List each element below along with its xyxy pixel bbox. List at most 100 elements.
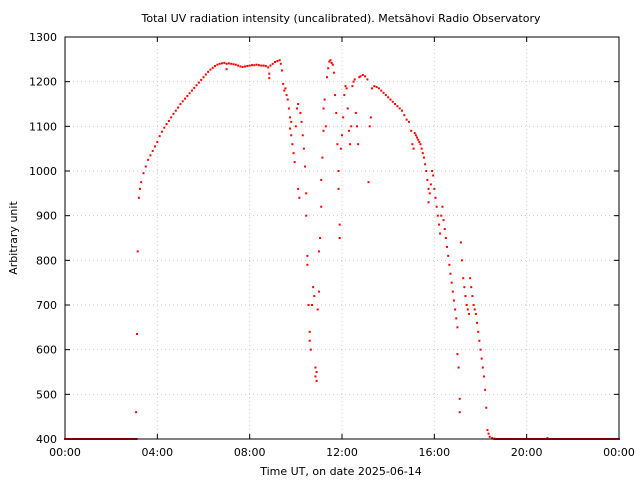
data-point — [314, 375, 317, 378]
data-point — [297, 187, 300, 190]
data-point — [297, 103, 300, 105]
data-point — [414, 134, 417, 137]
data-point — [417, 138, 420, 141]
data-point — [239, 65, 242, 68]
y-axis-label: Arbitrary unit — [7, 201, 20, 275]
data-point — [279, 62, 282, 65]
data-point — [167, 119, 170, 122]
data-point — [411, 143, 414, 146]
data-point — [306, 263, 309, 266]
data-point — [335, 111, 338, 114]
data-point — [342, 116, 345, 119]
data-point — [248, 64, 251, 67]
data-point — [327, 67, 330, 70]
y-axis: 400 500 600 700 800 900 1000 1100 1200 1300 — [29, 31, 619, 446]
data-point — [474, 312, 477, 315]
data-point — [480, 357, 483, 360]
data-point — [336, 143, 339, 146]
data-point — [306, 254, 309, 257]
data-point — [462, 277, 465, 280]
data-point — [172, 112, 175, 115]
data-point — [435, 205, 438, 208]
data-point — [422, 156, 425, 159]
data-point — [156, 140, 159, 143]
data-point — [268, 72, 271, 75]
data-point — [214, 65, 217, 68]
data-point — [197, 81, 200, 84]
data-point — [413, 132, 416, 135]
data-point — [380, 89, 383, 92]
data-point — [484, 388, 487, 391]
data-point — [204, 73, 207, 76]
data-point — [359, 75, 362, 78]
data-point — [464, 295, 467, 298]
data-point — [334, 94, 337, 97]
data-point — [190, 89, 193, 92]
y-tick-label: 600 — [36, 344, 57, 357]
data-point — [356, 125, 359, 128]
x-tick-label: 04:00 — [141, 446, 173, 459]
data-point — [315, 379, 318, 382]
data-point — [299, 111, 302, 114]
data-point — [241, 65, 244, 68]
data-point — [343, 94, 346, 97]
y-tick-label: 1300 — [29, 31, 57, 44]
data-point — [170, 116, 173, 119]
data-point — [151, 149, 154, 152]
data-point — [260, 64, 263, 67]
data-point — [160, 130, 163, 133]
data-point — [469, 277, 472, 280]
data-point — [147, 158, 150, 161]
data-point — [139, 187, 142, 190]
data-point — [351, 85, 354, 88]
y-tick-label: 1100 — [29, 120, 57, 133]
data-point — [308, 339, 311, 342]
data-point — [302, 147, 305, 150]
data-point — [369, 116, 372, 119]
data-point — [325, 76, 328, 79]
data-point — [179, 103, 182, 105]
x-axis-label: Time UT, on date 2025-06-14 — [259, 465, 422, 478]
data-point — [398, 107, 401, 110]
data-point — [382, 91, 385, 94]
data-point — [443, 228, 446, 231]
data-point — [136, 250, 139, 253]
data-point — [487, 432, 490, 435]
data-point — [337, 170, 340, 172]
x-tick-label: 00:00 — [603, 446, 635, 459]
data-point — [486, 429, 489, 432]
data-point — [463, 286, 466, 289]
data-point — [429, 183, 432, 186]
data-point — [211, 66, 214, 69]
data-point — [366, 78, 369, 81]
data-point — [300, 120, 303, 123]
data-point — [304, 165, 307, 168]
data-point — [181, 100, 184, 103]
y-tick-label: 900 — [36, 210, 57, 223]
y-tick-label: 1000 — [29, 165, 57, 178]
data-point — [135, 411, 138, 414]
data-point — [337, 187, 340, 190]
data-point — [341, 134, 343, 137]
data-point — [142, 172, 145, 175]
data-point — [271, 62, 274, 65]
data-point — [322, 129, 325, 132]
data-point — [361, 73, 364, 76]
data-point — [225, 68, 228, 71]
data-point — [439, 232, 442, 235]
data-point — [375, 86, 378, 89]
data-point — [455, 317, 458, 320]
grid — [65, 37, 619, 439]
chart-title: Total UV radiation intensity (uncalibrat… — [141, 12, 541, 25]
data-point — [451, 290, 454, 293]
data-point — [193, 86, 196, 89]
data-point — [322, 107, 325, 110]
data-point — [418, 140, 421, 143]
data-point — [290, 134, 293, 137]
data-point — [320, 178, 323, 181]
data-point — [412, 147, 415, 150]
data-point — [391, 100, 394, 103]
data-point — [345, 87, 348, 90]
data-point — [450, 281, 453, 284]
data-point — [482, 375, 485, 378]
